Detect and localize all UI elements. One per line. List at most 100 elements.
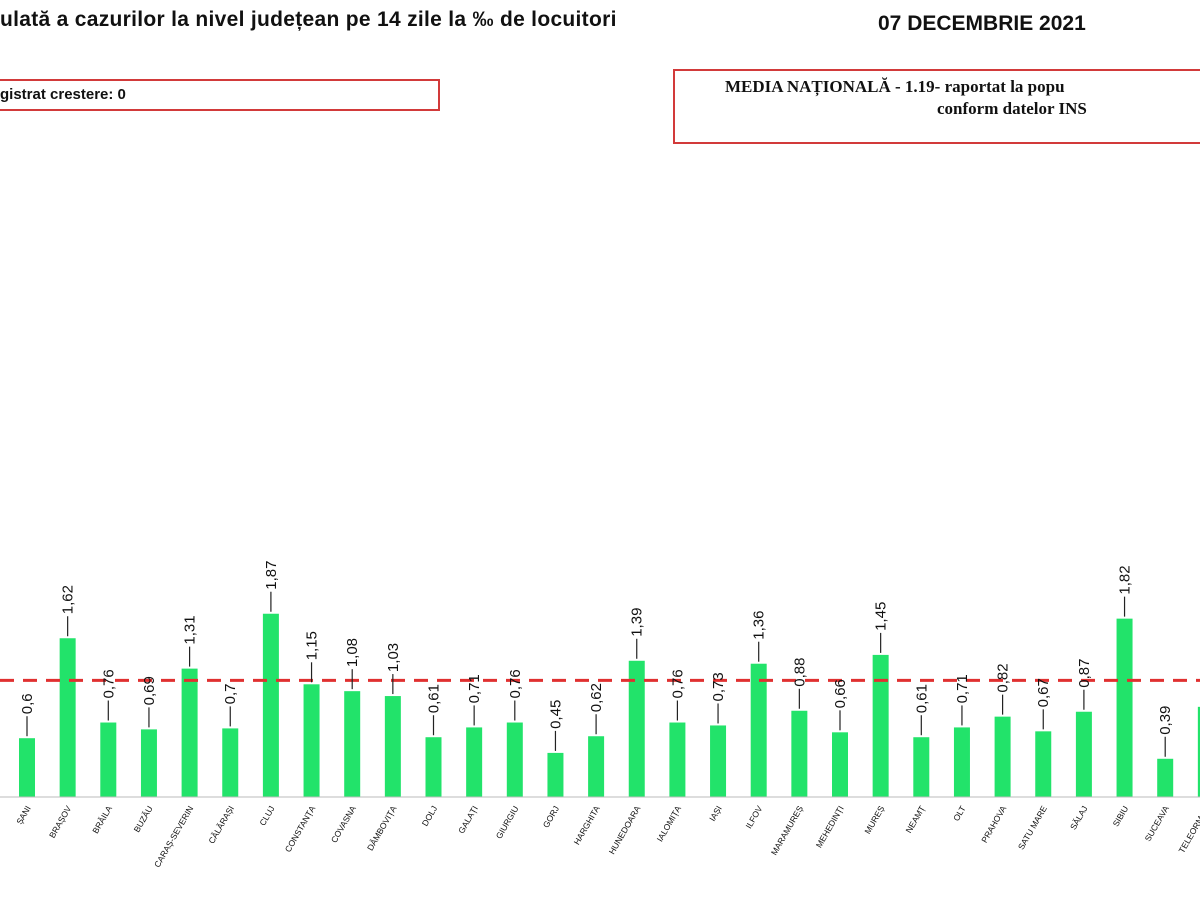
category-label-20: MEHEDINȚI bbox=[814, 804, 846, 849]
bar-20 bbox=[832, 732, 848, 797]
category-label-28: SUCEAVA bbox=[1143, 804, 1172, 843]
value-label-10: 0,61 bbox=[426, 684, 443, 713]
category-label-15: HUNEDOARA bbox=[607, 804, 643, 856]
category-label-0: ȘANI bbox=[14, 804, 33, 826]
value-label-13: 0,45 bbox=[547, 700, 564, 729]
value-label-16: 0,76 bbox=[669, 669, 686, 698]
increase-note-box: gistrat crestere: 0 bbox=[0, 79, 440, 111]
national-average-line2: conform datelor INS bbox=[937, 99, 1087, 118]
bar-3 bbox=[140, 729, 157, 797]
bar-23 bbox=[953, 727, 970, 797]
bar-8 bbox=[344, 691, 361, 797]
value-label-29: 0,92 bbox=[1198, 654, 1200, 683]
value-label-0: 0,6 bbox=[19, 693, 36, 714]
bar-7 bbox=[303, 684, 320, 797]
bar-16 bbox=[669, 722, 686, 797]
bar-6 bbox=[262, 613, 279, 797]
value-label-15: 1,39 bbox=[629, 608, 646, 637]
bar-0 bbox=[19, 738, 35, 797]
category-label-10: DOLJ bbox=[420, 804, 440, 828]
category-label-12: GIURGIU bbox=[494, 804, 521, 841]
category-label-3: BUZĂU bbox=[132, 804, 155, 834]
value-label-25: 0,67 bbox=[1035, 678, 1052, 707]
category-label-9: DÂMBOVIȚA bbox=[365, 804, 399, 853]
bar-4 bbox=[181, 668, 198, 797]
bar-19 bbox=[791, 710, 808, 797]
category-label-26: SĂLAJ bbox=[1068, 804, 1090, 832]
category-label-8: COVASNA bbox=[329, 804, 358, 845]
category-label-2: BRĂILA bbox=[90, 804, 114, 835]
category-label-27: SIBIU bbox=[1111, 804, 1131, 828]
value-label-22: 0,61 bbox=[913, 684, 930, 713]
bar-10 bbox=[425, 737, 442, 797]
value-label-28: 0,39 bbox=[1157, 706, 1174, 735]
value-label-7: 1,15 bbox=[304, 631, 321, 660]
bar-26 bbox=[1075, 711, 1092, 797]
bar-2 bbox=[100, 722, 117, 797]
value-label-9: 1,03 bbox=[385, 643, 402, 672]
value-label-11: 0,71 bbox=[466, 674, 483, 703]
value-label-14: 0,62 bbox=[588, 683, 605, 712]
bar-1 bbox=[59, 638, 76, 797]
category-label-16: IALOMIȚA bbox=[655, 804, 684, 844]
value-label-18: 1,36 bbox=[751, 611, 768, 640]
value-labels-layer: 0,6 1,62 0,76 0,69 1,31 0,7 1,87 1,15 1,08 1,03 0,… bbox=[19, 561, 1200, 757]
value-label-2: 0,76 bbox=[100, 669, 117, 698]
bar-21 bbox=[872, 654, 889, 797]
value-label-1: 1,62 bbox=[60, 585, 77, 614]
category-label-25: SATU MARE bbox=[1016, 804, 1049, 852]
value-label-24: 0,82 bbox=[995, 663, 1012, 692]
bar-27 bbox=[1116, 618, 1133, 797]
bar-28 bbox=[1157, 758, 1174, 797]
category-label-7: CONSTANȚA bbox=[283, 804, 318, 854]
bar-11 bbox=[466, 727, 483, 797]
value-label-27: 1,82 bbox=[1117, 565, 1134, 594]
category-label-5: CĂLĂRAȘI bbox=[206, 804, 236, 845]
category-label-18: ILFOV bbox=[743, 804, 764, 831]
category-label-4: CARAȘ-SEVERIN bbox=[152, 804, 195, 869]
bar-12 bbox=[506, 722, 523, 797]
value-label-12: 0,76 bbox=[507, 669, 524, 698]
category-label-13: GORJ bbox=[541, 804, 561, 829]
bar-22 bbox=[913, 737, 930, 797]
bar-5 bbox=[222, 728, 239, 797]
national-average-box: MEDIA NAȚIONALĂ - 1.19- raportat la popu… bbox=[673, 69, 1200, 144]
value-label-21: 1,45 bbox=[873, 602, 890, 631]
increase-note-text: gistrat crestere: 0 bbox=[0, 86, 126, 103]
value-label-20: 0,66 bbox=[832, 679, 849, 708]
bar-24 bbox=[994, 716, 1011, 797]
bar-18 bbox=[750, 663, 767, 797]
category-label-17: IAȘI bbox=[707, 804, 724, 823]
category-label-1: BRAȘOV bbox=[47, 804, 74, 840]
value-label-5: 0,7 bbox=[222, 684, 239, 705]
value-label-23: 0,71 bbox=[954, 674, 971, 703]
national-average-line1: MEDIA NAȚIONALĂ - 1.19- raportat la popu bbox=[725, 77, 1065, 96]
category-label-23: OLT bbox=[951, 804, 968, 823]
category-label-24: PRAHOVA bbox=[979, 804, 1008, 845]
bar-17 bbox=[710, 725, 727, 797]
chart-title: ulată a cazurilor la nivel județean pe 1… bbox=[0, 8, 617, 31]
category-label-14: HARGHITA bbox=[572, 804, 602, 847]
report-date: 07 DECEMBRIE 2021 bbox=[878, 12, 1086, 35]
category-label-21: MUREȘ bbox=[862, 804, 886, 836]
bar-14 bbox=[588, 736, 605, 797]
value-label-4: 1,31 bbox=[182, 615, 199, 644]
value-label-8: 1,08 bbox=[344, 638, 361, 667]
bar-15 bbox=[628, 660, 645, 797]
value-label-26: 0,87 bbox=[1076, 659, 1093, 688]
category-label-29: TELEORMAN bbox=[1176, 804, 1200, 855]
bar-29 bbox=[1197, 706, 1200, 797]
bar-13 bbox=[547, 752, 564, 797]
category-label-19: MARAMUREȘ bbox=[769, 804, 805, 857]
value-label-19: 0,88 bbox=[791, 658, 808, 687]
value-label-3: 0,69 bbox=[141, 676, 158, 705]
value-label-6: 1,87 bbox=[263, 561, 280, 590]
value-label-17: 0,73 bbox=[710, 672, 727, 701]
bars-layer bbox=[19, 613, 1200, 797]
category-label-6: CLUJ bbox=[257, 804, 276, 827]
category-label-11: GALAȚI bbox=[456, 804, 480, 835]
bar-9 bbox=[384, 696, 401, 797]
bar-25 bbox=[1035, 731, 1052, 797]
